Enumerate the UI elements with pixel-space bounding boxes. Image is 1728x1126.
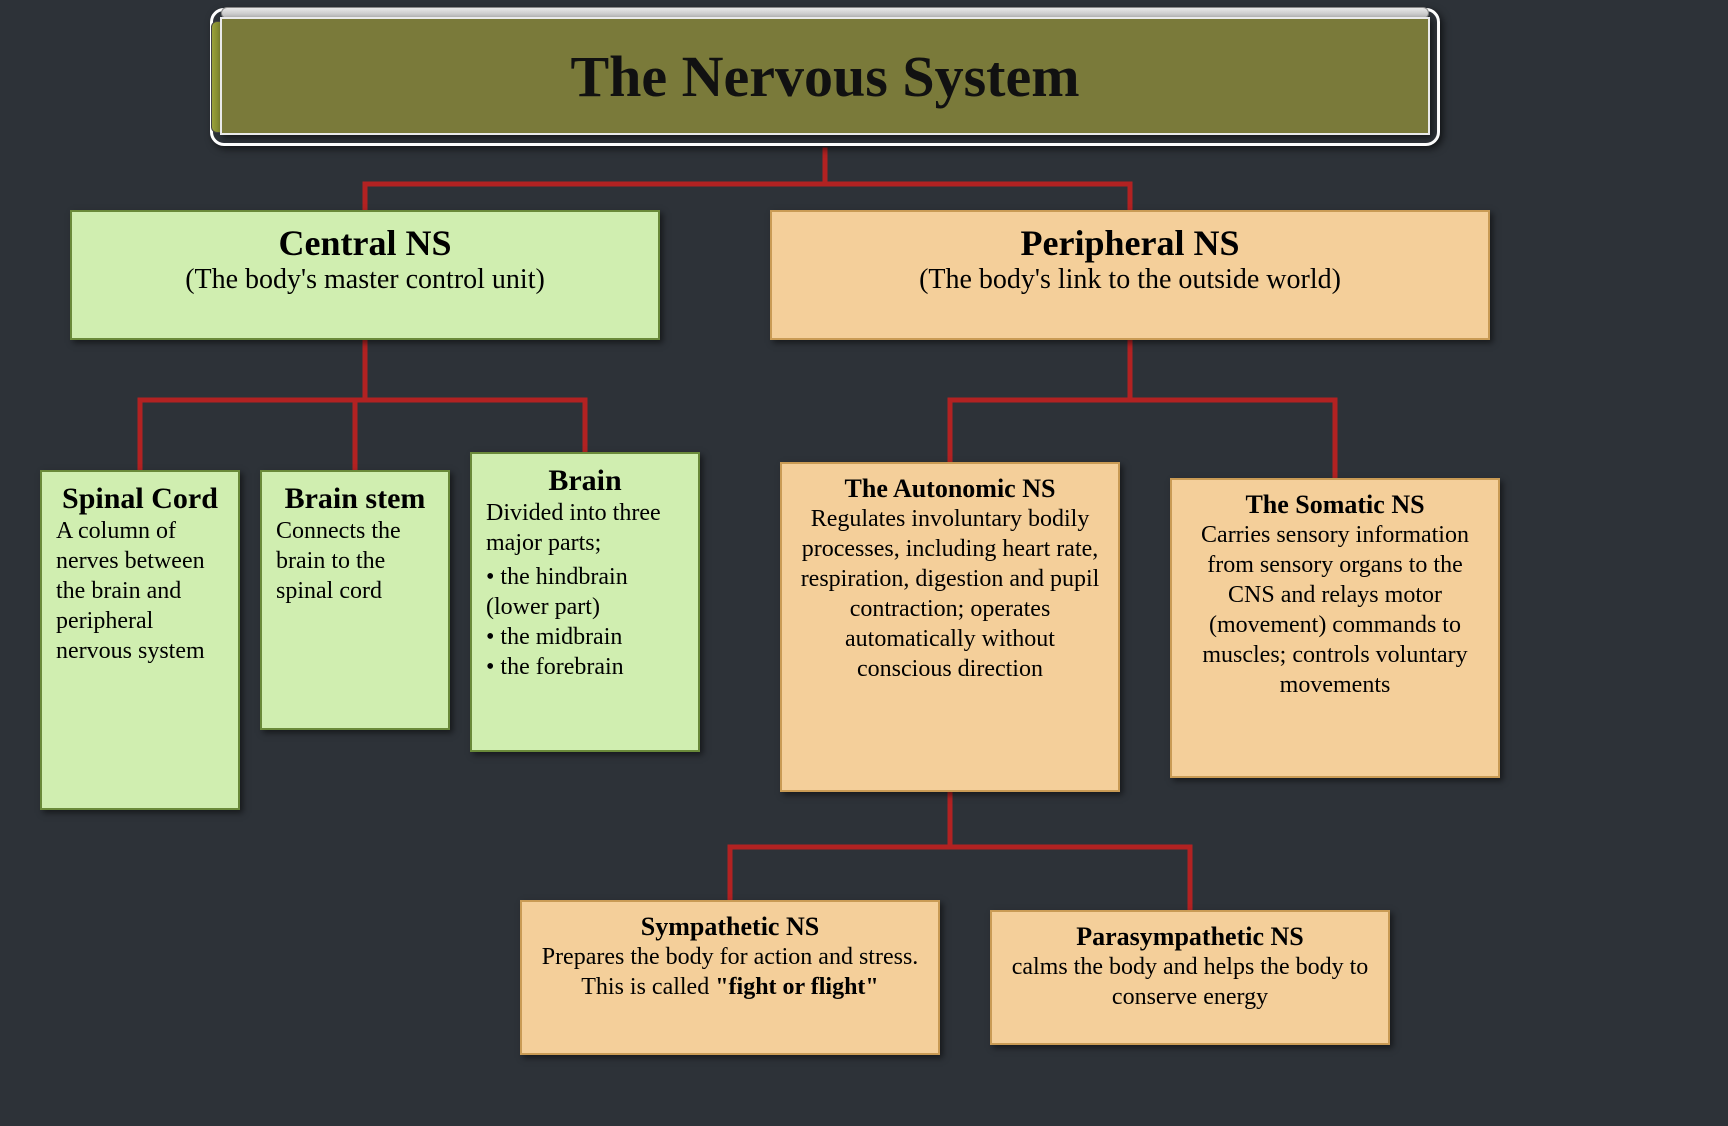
bullet-item: the midbrain [486,622,684,652]
bullet-item: the hindbrain (lower part) [486,562,684,622]
peripheral-title: Peripheral NS [786,222,1474,264]
autonomic-node: The Autonomic NSRegulates involuntary bo… [780,462,1120,792]
sympathetic-body: Prepares the body for action and stress.… [536,942,924,1002]
spinal-body: A column of nerves between the brain and… [56,516,224,666]
central-subtitle: (The body's master control unit) [86,264,644,296]
somatic-node: The Somatic NSCarries sensory informatio… [1170,478,1500,778]
root-node: The Nervous System [220,17,1430,135]
spinal-node: Spinal CordA column of nerves between th… [40,470,240,810]
root-frame: The Nervous System [210,8,1440,146]
brain-bullets: the hindbrain (lower part)the midbrainth… [486,562,684,682]
central-node: Central NS(The body's master control uni… [70,210,660,340]
brain-title: Brain [486,464,684,498]
root-title: The Nervous System [570,43,1079,110]
somatic-title: The Somatic NS [1186,490,1484,520]
sympathetic-title: Sympathetic NS [536,912,924,942]
autonomic-title: The Autonomic NS [796,474,1104,504]
stem-node: Brain stemConnects the brain to the spin… [260,470,450,730]
sympathetic-node: Sympathetic NSPrepares the body for acti… [520,900,940,1055]
parasympathetic-title: Parasympathetic NS [1006,922,1374,952]
diagram-canvas: The Nervous System Central NS(The body's… [0,0,1728,1126]
parasympathetic-body: calms the body and helps the body to con… [1006,952,1374,1012]
bullet-item: the forebrain [486,652,684,682]
spinal-title: Spinal Cord [56,482,224,516]
stem-body: Connects the brain to the spinal cord [276,516,434,606]
brain-node: BrainDivided into three major parts;the … [470,452,700,752]
parasympathetic-node: Parasympathetic NScalms the body and hel… [990,910,1390,1045]
peripheral-subtitle: (The body's link to the outside world) [786,264,1474,296]
central-title: Central NS [86,222,644,264]
peripheral-node: Peripheral NS(The body's link to the out… [770,210,1490,340]
autonomic-body: Regulates involuntary bodily processes, … [796,504,1104,684]
brain-body: Divided into three major parts; [486,498,684,558]
somatic-body: Carries sensory information from sensory… [1186,520,1484,700]
stem-title: Brain stem [276,482,434,516]
